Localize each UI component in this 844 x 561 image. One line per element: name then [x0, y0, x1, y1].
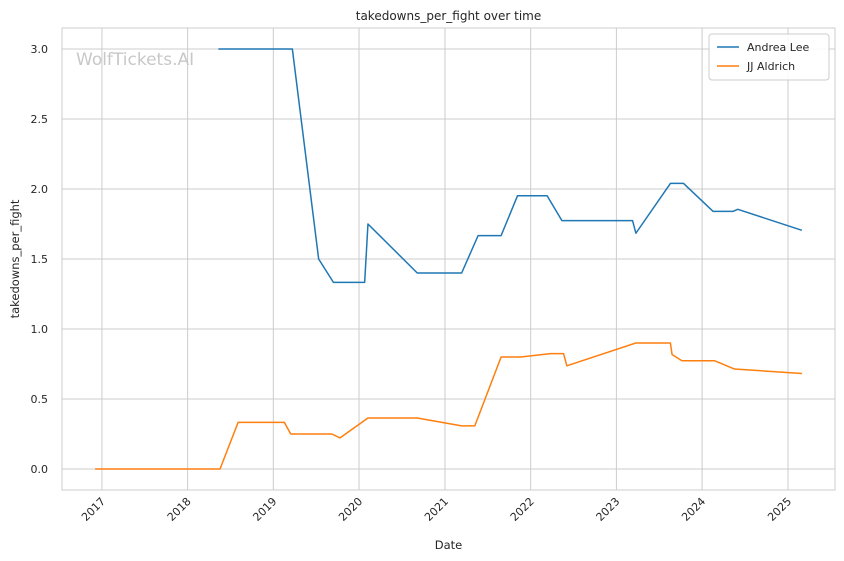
watermark: WolfTickets.AI: [76, 50, 194, 70]
legend-label: Andrea Lee: [747, 41, 809, 54]
x-axis-label: Date: [435, 538, 463, 552]
plot-area-frame: [61, 27, 836, 491]
y-tick-label: 0.5: [31, 393, 49, 406]
y-tick-label: 2.5: [31, 113, 49, 126]
grid: [62, 28, 835, 490]
legend: Andrea Lee JJ Aldrich: [708, 33, 830, 81]
y-tick-label: 2.0: [31, 183, 49, 196]
y-axis-label: takedowns_per_fight: [8, 199, 22, 318]
series-lines: [95, 48, 803, 470]
legend-label: JJ Aldrich: [746, 60, 795, 73]
legend-box: [708, 33, 830, 81]
chart-title: takedowns_per_fight over time: [356, 9, 542, 23]
series-line-jj-aldrich: [95, 342, 802, 470]
y-tick-label: 1.0: [31, 323, 49, 336]
series-line-andrea-lee: [218, 48, 803, 284]
y-tick-label: 3.0: [31, 43, 49, 56]
y-tick-label: 0.0: [31, 463, 49, 476]
y-tick-label: 1.5: [31, 253, 49, 266]
